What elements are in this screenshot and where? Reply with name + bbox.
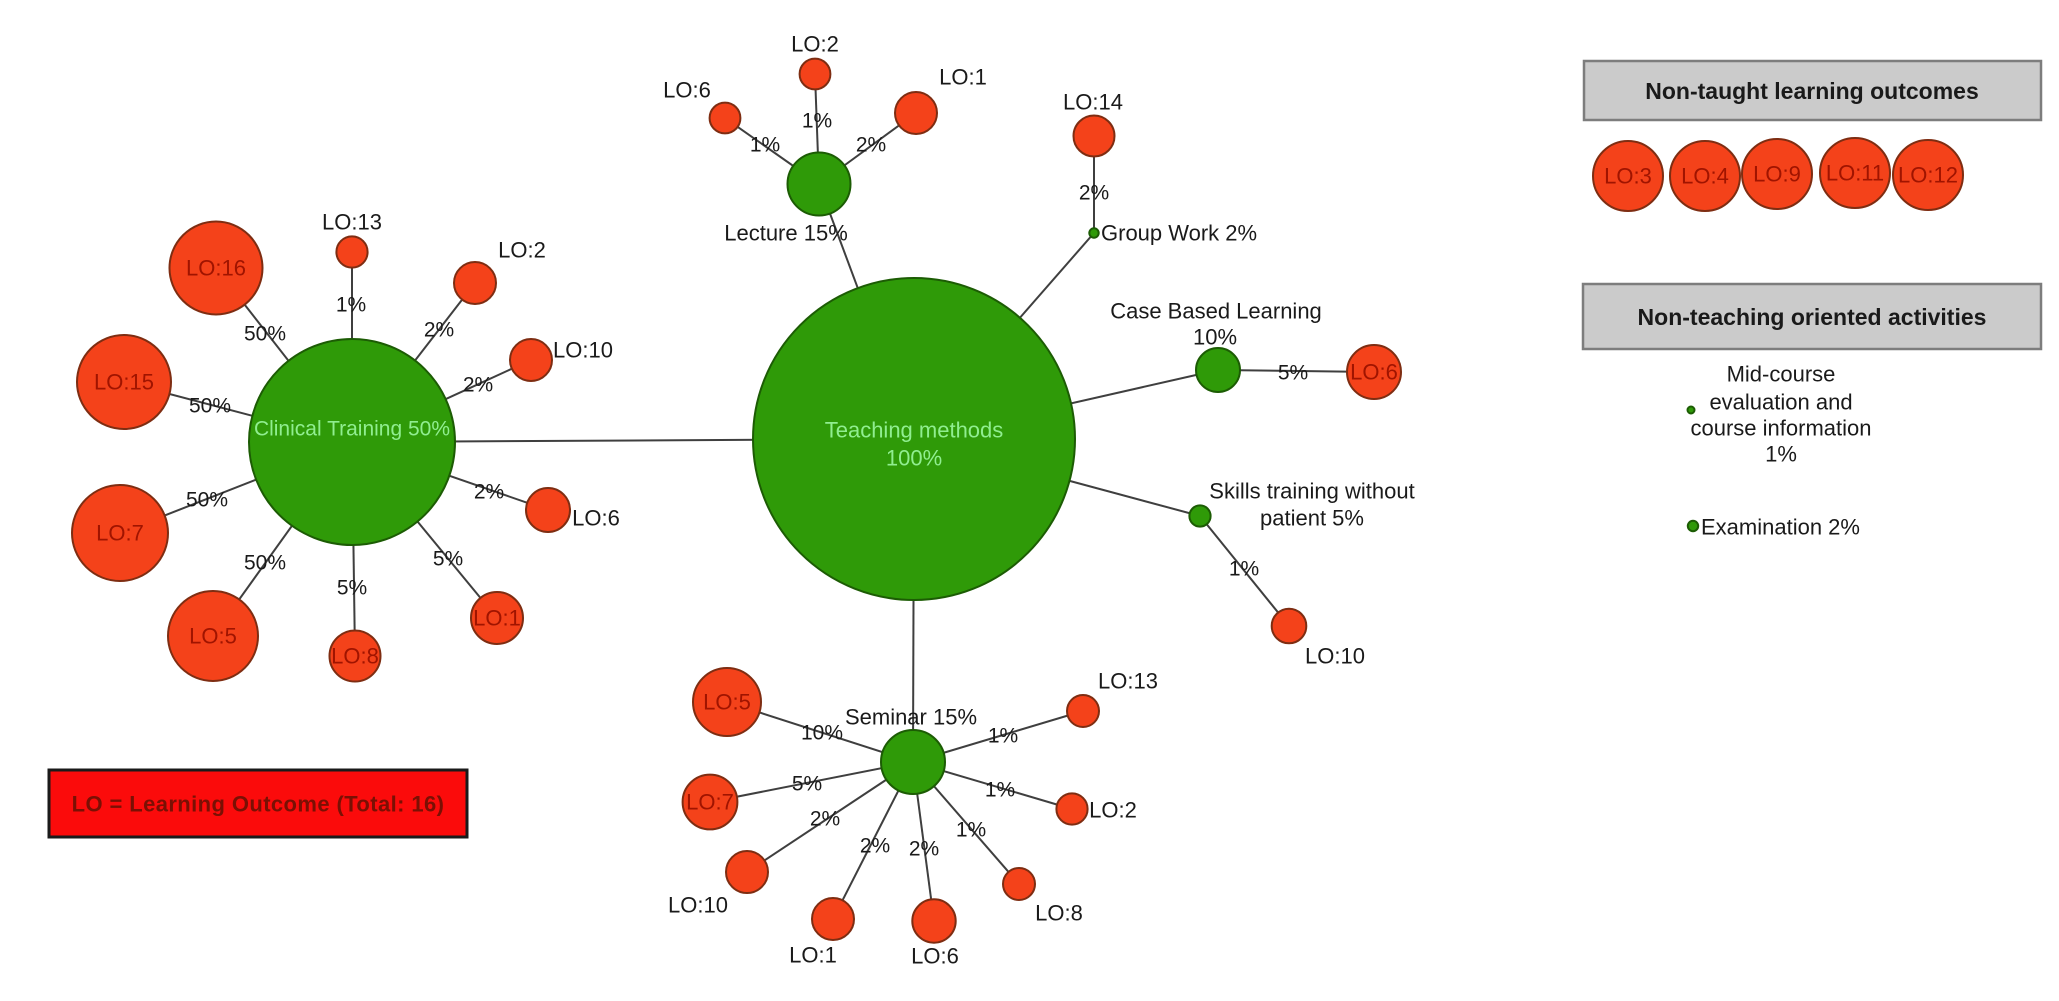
svg-text:LO:2: LO:2	[1089, 798, 1137, 823]
svg-text:1%: 1%	[956, 819, 986, 842]
svg-text:Clinical Training 50%: Clinical Training 50%	[254, 418, 450, 441]
svg-text:Case Based Learning: Case Based Learning	[1110, 299, 1322, 324]
svg-text:LO:6: LO:6	[911, 944, 959, 969]
svg-text:course information: course information	[1691, 416, 1872, 441]
svg-text:Seminar 15%: Seminar 15%	[845, 705, 977, 730]
svg-text:Lecture 15%: Lecture 15%	[724, 221, 848, 246]
svg-text:LO:6: LO:6	[663, 78, 711, 103]
svg-text:LO:16: LO:16	[186, 256, 246, 281]
svg-text:5%: 5%	[337, 577, 367, 600]
svg-text:2%: 2%	[909, 838, 939, 861]
svg-text:LO:7: LO:7	[686, 790, 734, 815]
svg-text:5%: 5%	[433, 548, 463, 571]
svg-text:1%: 1%	[336, 294, 366, 317]
svg-text:LO:10: LO:10	[668, 893, 728, 918]
svg-text:LO:1: LO:1	[789, 943, 837, 968]
svg-text:LO:1: LO:1	[473, 606, 521, 631]
svg-text:2%: 2%	[463, 374, 493, 397]
svg-text:50%: 50%	[189, 395, 231, 418]
svg-text:evaluation and: evaluation and	[1709, 390, 1852, 415]
svg-text:2%: 2%	[856, 134, 886, 157]
svg-text:Non-taught learning outcomes: Non-taught learning outcomes	[1645, 78, 1979, 104]
svg-text:1%: 1%	[985, 779, 1015, 802]
svg-text:LO:3: LO:3	[1604, 164, 1652, 189]
svg-text:50%: 50%	[244, 552, 286, 575]
svg-text:LO:7: LO:7	[96, 521, 144, 546]
svg-text:LO:1: LO:1	[939, 65, 987, 90]
svg-text:LO:5: LO:5	[703, 690, 751, 715]
svg-text:LO:10: LO:10	[553, 338, 613, 363]
svg-text:2%: 2%	[810, 808, 840, 831]
svg-text:LO = Learning Outcome (Total:: LO = Learning Outcome (Total: 16)	[72, 792, 445, 817]
svg-text:LO:13: LO:13	[1098, 669, 1158, 694]
svg-text:1%: 1%	[1229, 558, 1259, 581]
svg-text:2%: 2%	[424, 319, 454, 342]
svg-text:LO:2: LO:2	[498, 238, 546, 263]
svg-text:LO:14: LO:14	[1063, 90, 1123, 115]
svg-text:LO:8: LO:8	[1035, 901, 1083, 926]
svg-text:LO:6: LO:6	[1350, 360, 1398, 385]
svg-text:Skills training without: Skills training without	[1209, 479, 1414, 504]
svg-text:LO:6: LO:6	[572, 506, 620, 531]
svg-text:Group Work 2%: Group Work 2%	[1101, 221, 1257, 246]
svg-text:LO:11: LO:11	[1826, 161, 1884, 186]
svg-text:patient 5%: patient 5%	[1260, 506, 1364, 531]
svg-text:1%: 1%	[750, 134, 780, 157]
svg-text:LO:10: LO:10	[1305, 644, 1365, 669]
svg-text:2%: 2%	[860, 835, 890, 858]
svg-text:10%: 10%	[1193, 325, 1237, 350]
svg-text:LO:15: LO:15	[94, 370, 154, 395]
svg-text:LO:12: LO:12	[1898, 163, 1958, 188]
svg-text:LO:2: LO:2	[791, 32, 839, 57]
svg-text:LO:8: LO:8	[331, 644, 379, 669]
svg-text:100%: 100%	[886, 446, 942, 471]
svg-text:5%: 5%	[1278, 362, 1308, 385]
svg-text:1%: 1%	[1765, 442, 1797, 467]
svg-text:Examination 2%: Examination 2%	[1701, 515, 1860, 540]
svg-text:Non-teaching oriented activiti: Non-teaching oriented activities	[1638, 304, 1987, 330]
svg-text:5%: 5%	[792, 773, 822, 796]
svg-text:1%: 1%	[988, 725, 1018, 748]
svg-text:Mid-course: Mid-course	[1727, 362, 1836, 387]
svg-text:LO:5: LO:5	[189, 624, 237, 649]
svg-text:50%: 50%	[244, 323, 286, 346]
svg-text:2%: 2%	[474, 481, 504, 504]
svg-text:10%: 10%	[801, 722, 843, 745]
svg-text:2%: 2%	[1079, 182, 1109, 205]
svg-text:1%: 1%	[802, 110, 832, 133]
svg-text:LO:4: LO:4	[1681, 164, 1729, 189]
svg-text:Teaching methods: Teaching methods	[825, 418, 1004, 443]
svg-text:LO:13: LO:13	[322, 210, 382, 235]
svg-text:LO:9: LO:9	[1753, 162, 1801, 187]
svg-text:50%: 50%	[186, 489, 228, 512]
